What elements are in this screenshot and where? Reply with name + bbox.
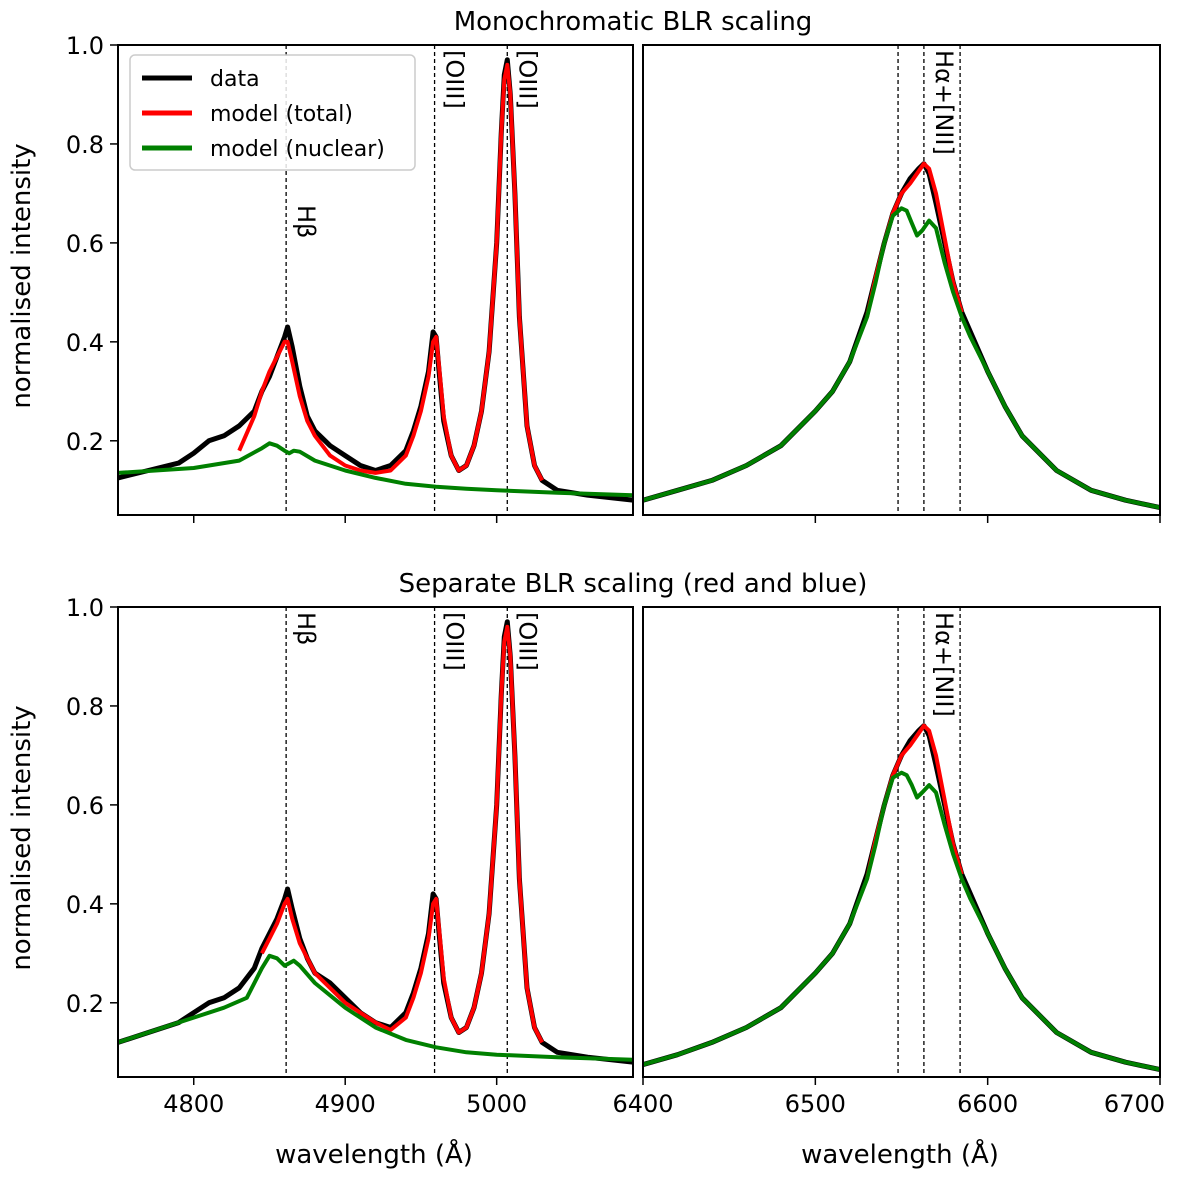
panels-group: Hβ [OIII] [OIII] 0.2 0.4 0.6 0.8 1.0 Hα+[NII] Hβ [… — [66, 32, 1165, 1118]
top-right-series-model-nuclear — [643, 206, 1160, 510]
bottom-right-series-model-total — [865, 723, 964, 880]
legend-label-model-total: model (total) — [210, 102, 353, 127]
bottom-left-ytick-label-1: 0.4 — [66, 891, 104, 919]
left-x-axis-label: wavelength (Å) — [275, 1138, 473, 1170]
bottom-right-marker-label-1: Hα+[NII] — [930, 612, 958, 717]
bottom-left-panel: Hβ [OIII] [OIII] 0.2 0.4 0.6 0.8 1.0 4800 4900 500… — [66, 594, 634, 1118]
top-left-marker-label-0: Hβ — [292, 205, 320, 238]
top-panel-title: Monochromatic BLR scaling — [454, 7, 813, 37]
bottom-right-xtick-label-2: 6600 — [957, 1090, 1018, 1118]
bottom-right-frame — [642, 606, 1161, 1078]
right-x-axis-label: wavelength (Å) — [801, 1138, 999, 1170]
bottom-left-ytick-label-4: 1.0 — [66, 594, 104, 622]
top-left-frame — [117, 44, 634, 516]
top-left-series-model-nuclear — [118, 441, 633, 498]
top-right-panel: Hα+[NII] — [642, 44, 1161, 523]
top-y-axis-label: normalised intensity — [7, 143, 37, 408]
top-left-ytick-label-3: 0.8 — [66, 131, 104, 159]
bottom-left-marker-label-1: [OIII] — [441, 612, 469, 671]
bottom-right-xtick-label-0: 6400 — [612, 1090, 673, 1118]
top-left-ytick-label-2: 0.6 — [66, 230, 104, 258]
top-left-marker-label-1: [OIII] — [441, 50, 469, 109]
bottom-left-xtick-label-0: 4800 — [163, 1090, 224, 1118]
top-left-ytick-label-4: 1.0 — [66, 32, 104, 60]
bottom-left-marker-label-0: Hβ — [292, 612, 320, 645]
bottom-left-xtick-label-1: 4900 — [315, 1090, 376, 1118]
bottom-left-ytick-label-3: 0.8 — [66, 693, 104, 721]
bottom-right-xtick-label-1: 6500 — [785, 1090, 846, 1118]
top-right-series-data — [643, 161, 1160, 511]
top-right-marker-label-1: Hα+[NII] — [930, 50, 958, 155]
bottom-left-series-model-total — [260, 624, 544, 1044]
legend-label-data: data — [210, 67, 260, 92]
top-left-series-model-total — [237, 62, 544, 482]
top-left-ytick-label-1: 0.4 — [66, 329, 104, 357]
bottom-left-ytick-label-2: 0.6 — [66, 792, 104, 820]
top-right-frame — [642, 44, 1161, 516]
top-left-ytick-label-0: 0.2 — [66, 428, 104, 456]
bottom-right-xtick-label-3: 6700 — [1104, 1090, 1165, 1118]
bottom-panel-title: Separate BLR scaling (red and blue) — [399, 569, 868, 599]
bottom-left-series-data — [118, 619, 633, 1065]
top-right-series-model-total — [865, 161, 964, 318]
legend-label-model-nuclear: model (nuclear) — [210, 137, 385, 162]
bottom-right-panel: Hα+[NII] 6400 6500 6600 6700 — [612, 606, 1165, 1118]
bottom-left-xtick-label-2: 5000 — [466, 1090, 527, 1118]
legend-box — [129, 54, 416, 171]
top-left-panel: Hβ [OIII] [OIII] 0.2 0.4 0.6 0.8 1.0 — [66, 32, 634, 523]
bottom-left-marker-label-2: [OIII] — [513, 612, 541, 671]
bottom-right-series-data — [643, 723, 1160, 1073]
bottom-y-axis-label: normalised intensity — [7, 705, 37, 970]
bottom-right-series-model-nuclear — [643, 770, 1160, 1072]
legend: data model (total) model (nuclear) — [129, 54, 416, 171]
bottom-left-frame — [117, 606, 634, 1078]
top-left-marker-label-2: [OIII] — [513, 50, 541, 109]
bottom-left-ytick-label-0: 0.2 — [66, 990, 104, 1018]
bottom-left-series-model-nuclear — [118, 953, 633, 1062]
